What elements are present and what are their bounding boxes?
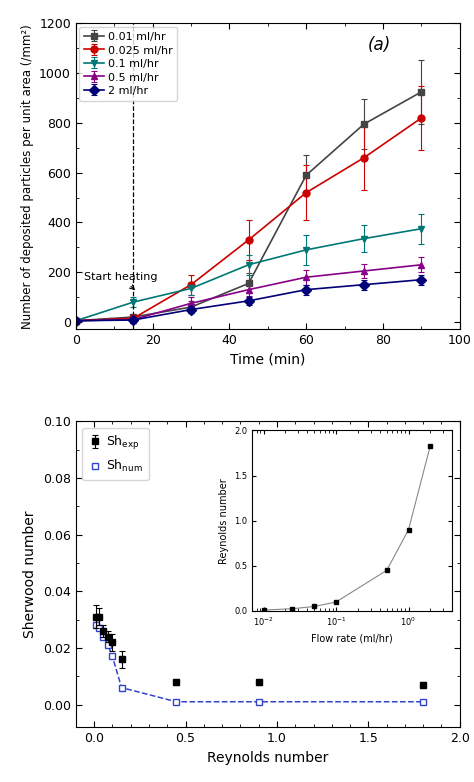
Text: Start heating: Start heating — [83, 271, 157, 289]
Sh$_\mathregular{num}$ — [173, 697, 179, 706]
Sh$_\mathregular{num}$ — [256, 697, 262, 706]
Sh$_\mathregular{num}$ — [420, 697, 426, 706]
Y-axis label: Number of deposited particles per unit area (/mm²): Number of deposited particles per unit a… — [20, 24, 34, 329]
Sh$_\mathregular{num}$ — [100, 632, 106, 641]
Legend: 0.01 ml/hr, 0.025 ml/hr, 0.1 ml/hr, 0.5 ml/hr, 2 ml/hr: 0.01 ml/hr, 0.025 ml/hr, 0.1 ml/hr, 0.5 … — [79, 27, 177, 101]
Line: Sh$_\mathregular{num}$: Sh$_\mathregular{num}$ — [92, 622, 427, 705]
Legend: Sh$_\mathregular{exp}$, Sh$_\mathregular{num}$: Sh$_\mathregular{exp}$, Sh$_\mathregular… — [82, 428, 149, 480]
Sh$_\mathregular{num}$ — [93, 621, 99, 630]
Text: (b): (b) — [260, 430, 283, 448]
Y-axis label: Sherwood number: Sherwood number — [23, 511, 37, 638]
Sh$_\mathregular{num}$ — [118, 683, 124, 692]
Sh$_\mathregular{num}$ — [96, 623, 101, 633]
X-axis label: Reynolds number: Reynolds number — [207, 751, 328, 765]
X-axis label: Time (min): Time (min) — [230, 353, 306, 367]
Text: (a): (a) — [368, 36, 391, 54]
Sh$_\mathregular{num}$ — [109, 651, 115, 661]
Sh$_\mathregular{num}$ — [105, 640, 110, 650]
